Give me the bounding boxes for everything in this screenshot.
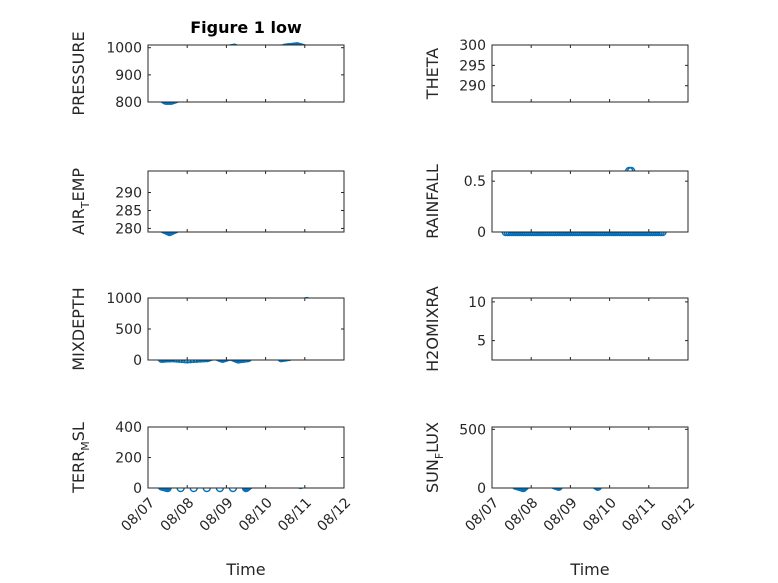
x-tick-label: 08/08 [502, 495, 542, 535]
y-tick-label: 0 [133, 481, 142, 497]
x-axis-label: Time [569, 560, 609, 579]
subplot-h2omixra: 5 10 H2OMIXRA [423, 286, 689, 372]
x-tick-label: 08/12 [314, 495, 354, 535]
axes-frame [491, 170, 689, 233]
y-tick-label: 295 [459, 58, 486, 74]
x-tick-label: 08/10 [580, 495, 620, 535]
subplot-pressure: 800 900 1000 PRESSURE Figure 1 low [69, 18, 345, 116]
y-tick-label: 10 [468, 295, 486, 311]
x-tick-label: 08/10 [236, 495, 276, 535]
axes-frame [147, 297, 345, 361]
y-axis-label: THETA [423, 48, 442, 100]
x-tick-label: 08/12 [658, 495, 698, 535]
x-tick-label: 08/07 [462, 495, 502, 535]
y-tick-label: 0 [477, 481, 486, 497]
y-tick-label: 1000 [106, 291, 142, 307]
y-tick-label: 200 [115, 451, 142, 467]
subplot-mixdepth: 0 500 1000 MIXDEPTH [69, 287, 345, 371]
axes-frame [147, 170, 345, 233]
y-tick-label: 900 [115, 68, 142, 84]
y-tick-label: 5 [477, 334, 486, 350]
axes-frame [491, 297, 689, 361]
x-tick-label: 08/11 [275, 495, 315, 535]
x-tick-label: 08/11 [619, 495, 659, 535]
y-tick-label: 500 [115, 322, 142, 338]
y-axis-label: RAINFALL [423, 164, 442, 239]
y-tick-label: 300 [459, 38, 486, 54]
x-tick-label: 08/07 [118, 495, 158, 535]
y-tick-label: 0 [133, 353, 142, 369]
y-axis-label: PRESSURE [69, 31, 88, 115]
y-axis-label: SUNFLUX [423, 422, 446, 493]
x-tick-label: 08/09 [197, 495, 237, 535]
y-tick-label: 285 [115, 203, 142, 219]
x-axis-label: Time [225, 560, 265, 579]
subplot-terr-msl: 0 200 400 08/07 08/08 08/09 08/10 08/11 08/12 Tim… [69, 420, 354, 579]
x-tick-label: 08/09 [541, 495, 581, 535]
chart-title: Figure 1 low [190, 18, 302, 37]
axes-frame [491, 44, 689, 103]
y-tick-label: 400 [115, 420, 142, 436]
y-axis-label: TERRMSL [69, 422, 92, 494]
subplot-sun-flux: 0 500 08/07 08/08 08/09 08/10 08/11 08/12 Time SU… [423, 422, 698, 579]
y-axis-label: AIRTEMP [69, 168, 92, 235]
y-tick-label: 280 [115, 221, 142, 237]
y-axis-label: H2OMIXRA [423, 286, 442, 372]
subplot-theta: 290 295 300 THETA [423, 38, 689, 103]
y-tick-label: 290 [459, 79, 486, 95]
y-axis-label: MIXDEPTH [69, 287, 88, 370]
y-tick-label: 0 [477, 225, 486, 241]
y-tick-label: 0.5 [464, 174, 486, 190]
y-tick-label: 290 [115, 186, 142, 202]
x-tick-label: 08/08 [158, 495, 198, 535]
subplot-rainfall: 0 0.5 RAINFALL [423, 164, 689, 241]
y-tick-label: 1000 [106, 41, 142, 57]
axes-frame [147, 44, 345, 103]
axes-frame [147, 426, 345, 489]
axes-frame [491, 426, 689, 489]
y-tick-label: 800 [115, 95, 142, 111]
y-tick-label: 500 [459, 422, 486, 438]
